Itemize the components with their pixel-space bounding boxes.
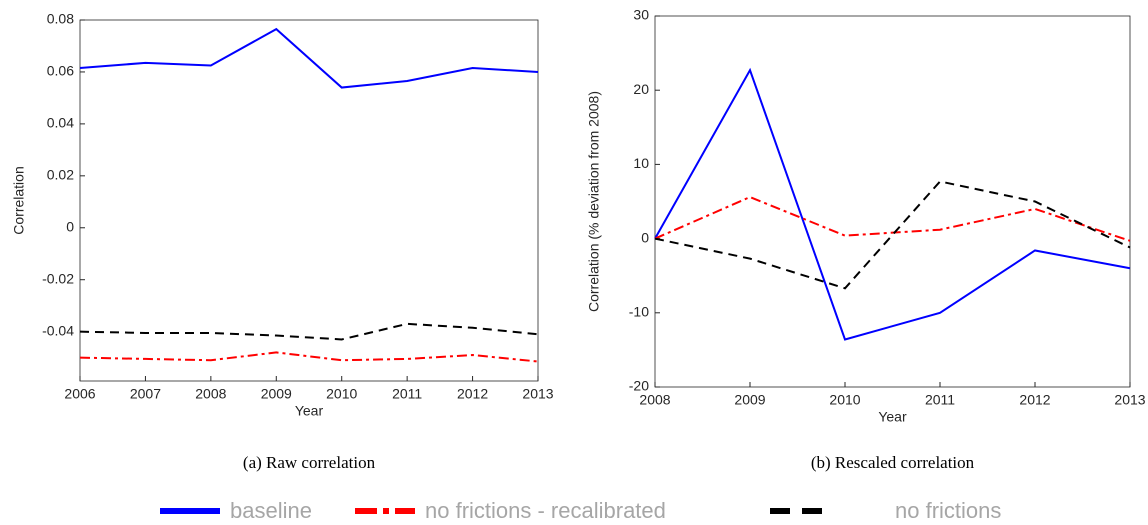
y-tick-label: -0.04 — [42, 322, 74, 338]
series-line — [654, 67, 1131, 341]
y-tick-label: -20 — [629, 378, 649, 394]
plot-area — [654, 15, 1131, 388]
x-tick-label: 2011 — [392, 386, 422, 402]
caption: (b) Rescaled correlation — [811, 453, 975, 472]
series-line — [654, 180, 1131, 290]
x-tick-label: 2010 — [326, 386, 357, 402]
x-tick-label: 2010 — [829, 392, 860, 408]
caption: (a) Raw correlation — [243, 453, 376, 472]
x-tick-label: 2007 — [130, 386, 161, 402]
y-tick-label: 0 — [641, 229, 649, 245]
legend-label: no frictions - recalibrated — [425, 498, 666, 523]
legend-label: no frictions — [895, 498, 1001, 523]
x-axis-label: Year — [878, 409, 907, 425]
y-tick-label: 0.04 — [47, 115, 74, 131]
y-tick-label: 0.08 — [47, 11, 74, 27]
x-tick-label: 2011 — [925, 392, 955, 408]
y-axis-label: Correlation (% deviation from 2008) — [586, 91, 602, 312]
x-tick-label: 2009 — [734, 392, 765, 408]
x-axis-label: Year — [295, 403, 324, 419]
x-tick-label: 2013 — [1114, 392, 1145, 408]
x-tick-label: 2008 — [195, 386, 226, 402]
plot-area — [79, 19, 539, 382]
x-tick-label: 2013 — [522, 386, 553, 402]
y-tick-label: 0.06 — [47, 63, 74, 79]
legend-label: baseline — [230, 498, 312, 523]
y-tick-label: 20 — [633, 81, 649, 97]
y-tick-label: 0.02 — [47, 167, 74, 183]
y-tick-label: 0 — [66, 218, 74, 234]
x-tick-label: 2006 — [64, 386, 95, 402]
series-line — [79, 351, 539, 363]
y-tick-label: -0.02 — [42, 270, 74, 286]
y-tick-label: -10 — [629, 304, 649, 320]
y-tick-label: 10 — [633, 155, 649, 171]
y-tick-label: 30 — [633, 7, 649, 23]
y-axis-label: Correlation — [11, 166, 27, 234]
series-line — [79, 27, 539, 89]
x-tick-label: 2009 — [261, 386, 292, 402]
series-line — [654, 195, 1131, 242]
x-tick-label: 2012 — [457, 386, 488, 402]
series-line — [79, 322, 539, 341]
x-tick-label: 2012 — [1019, 392, 1050, 408]
x-tick-label: 2008 — [639, 392, 670, 408]
